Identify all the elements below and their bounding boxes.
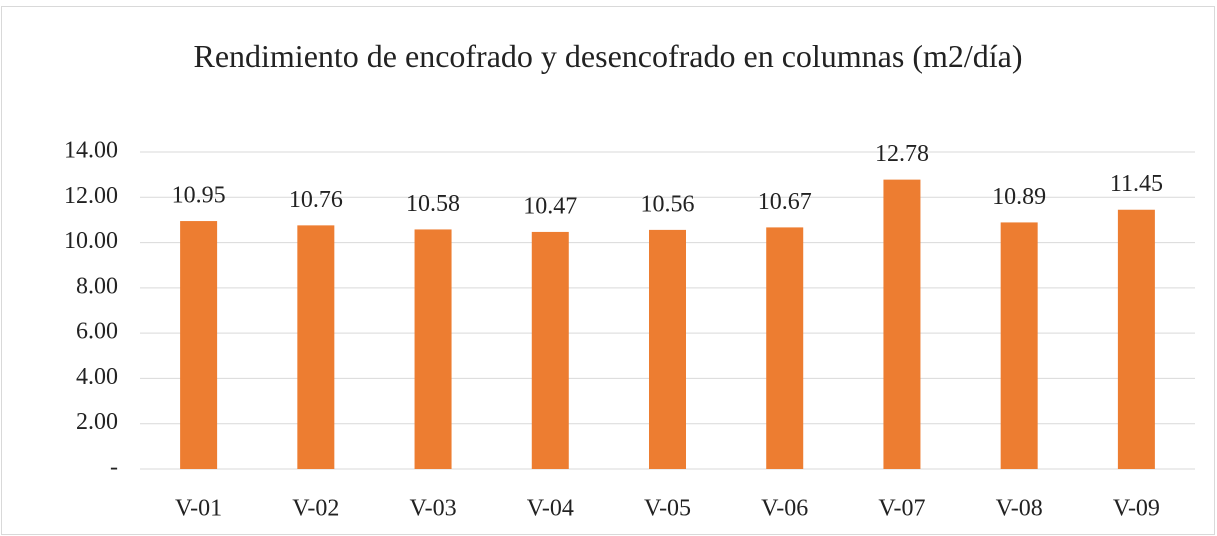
x-tick-label: V-06 [761, 496, 808, 522]
y-tick-label: 14.00 [64, 138, 118, 164]
bar [297, 225, 335, 469]
bar [1000, 222, 1038, 469]
bar [766, 227, 804, 469]
bar [1117, 209, 1155, 469]
y-tick-label: 10.00 [64, 228, 118, 254]
bar [531, 231, 569, 469]
data-label: 10.47 [523, 193, 577, 219]
data-label: 12.78 [875, 141, 929, 167]
bar [649, 229, 686, 469]
data-label: 10.58 [406, 191, 460, 217]
chart-border [1, 6, 1215, 535]
y-tick-label: 8.00 [76, 273, 118, 299]
data-label: 10.89 [992, 184, 1046, 210]
chart-title: Rendimiento de encofrado y desencofrado … [193, 38, 1023, 74]
x-tick-label: V-03 [409, 496, 456, 522]
data-label: 11.45 [1110, 171, 1163, 197]
y-tick-label: 6.00 [76, 319, 118, 345]
y-tick-label: 4.00 [76, 364, 118, 390]
y-tick-label: - [110, 455, 118, 481]
x-tick-label: V-07 [878, 496, 925, 522]
x-tick-label: V-02 [292, 496, 339, 522]
data-label: 10.95 [172, 183, 226, 209]
data-label: 10.67 [758, 189, 812, 215]
data-label: 10.56 [641, 191, 695, 217]
x-tick-label: V-05 [644, 496, 691, 522]
x-tick-label: V-09 [1113, 496, 1160, 522]
data-label: 10.76 [289, 187, 343, 213]
bar [180, 221, 218, 469]
y-tick-label: 2.00 [76, 409, 118, 435]
x-tick-label: V-08 [996, 496, 1043, 522]
x-tick-label: V-04 [527, 496, 574, 522]
y-tick-label: 12.00 [64, 183, 118, 209]
bar [883, 179, 921, 470]
bar [414, 229, 452, 469]
x-tick-label: V-01 [175, 496, 222, 522]
